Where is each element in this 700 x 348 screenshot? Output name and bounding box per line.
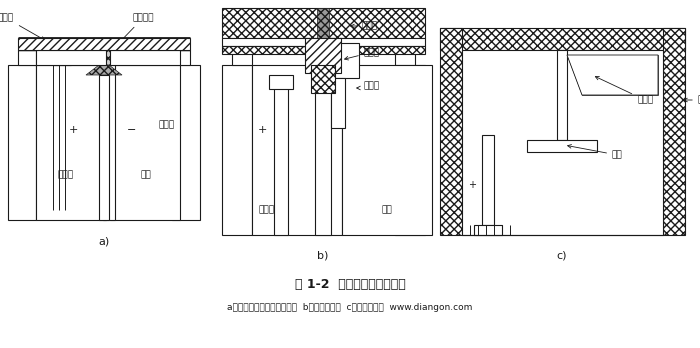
Bar (8, 65, 36, 220)
Text: 间壁: 间壁 (568, 144, 623, 159)
Bar (305, 38, 341, 73)
Bar (342, 65, 432, 235)
Text: a): a) (99, 237, 110, 247)
Bar (274, 85, 288, 235)
Bar (331, 78, 345, 128)
Bar (252, 65, 342, 235)
Text: +: + (69, 125, 78, 135)
Bar (222, 46, 425, 54)
Text: 负极板: 负极板 (363, 81, 379, 90)
Bar (663, 28, 685, 235)
Bar (36, 65, 106, 220)
Bar (18, 38, 190, 50)
Bar (232, 38, 252, 65)
Bar (331, 43, 359, 78)
Bar (317, 8, 329, 38)
Text: a）传统外露式铅连接条连接  b）穿壁式连接  c）跨越式连接  www.diangon.com: a）传统外露式铅连接条连接 b）穿壁式连接 c）跨越式连接 www.diango… (228, 303, 472, 313)
Bar (557, 50, 567, 140)
Text: 正极板: 正极板 (259, 206, 275, 214)
Bar (110, 50, 180, 65)
Polygon shape (567, 55, 658, 95)
Text: 氥青封口: 氥青封口 (117, 14, 154, 45)
Text: b): b) (317, 250, 329, 260)
Bar (527, 140, 597, 152)
Bar (103, 65, 115, 220)
Text: +: + (468, 180, 476, 190)
Text: +: + (258, 125, 267, 135)
Bar (269, 75, 293, 89)
Text: 粘结剂: 粘结剂 (596, 77, 653, 104)
Bar (222, 65, 252, 235)
Text: 密封盖: 密封盖 (362, 22, 378, 31)
Bar (36, 50, 106, 65)
Bar (440, 28, 685, 50)
Bar (315, 65, 331, 235)
Polygon shape (86, 65, 122, 75)
Text: 电池壳: 电池壳 (697, 95, 700, 104)
Bar (222, 38, 425, 46)
Bar (474, 225, 502, 235)
Text: 隔板: 隔板 (382, 206, 393, 214)
Text: 隔板: 隔板 (141, 171, 151, 180)
Polygon shape (84, 50, 124, 65)
Bar (222, 8, 425, 38)
Bar (99, 75, 109, 220)
Bar (110, 65, 180, 220)
Text: 图 1-2  单体电池的连接方式: 图 1-2 单体电池的连接方式 (295, 277, 405, 291)
Text: 正极板: 正极板 (58, 171, 74, 180)
Text: −: − (127, 125, 136, 135)
Text: c): c) (556, 250, 567, 260)
Bar (311, 65, 335, 93)
Bar (395, 38, 415, 65)
Bar (172, 65, 200, 220)
Bar (462, 50, 663, 235)
Text: 连接点: 连接点 (363, 48, 379, 57)
Bar (172, 50, 190, 65)
Text: 连接条: 连接条 (0, 14, 45, 40)
Bar (18, 50, 36, 65)
Polygon shape (567, 55, 658, 95)
Bar (482, 135, 494, 225)
Text: 负极板: 负极板 (159, 120, 175, 129)
Bar (395, 65, 425, 235)
Bar (440, 28, 462, 235)
